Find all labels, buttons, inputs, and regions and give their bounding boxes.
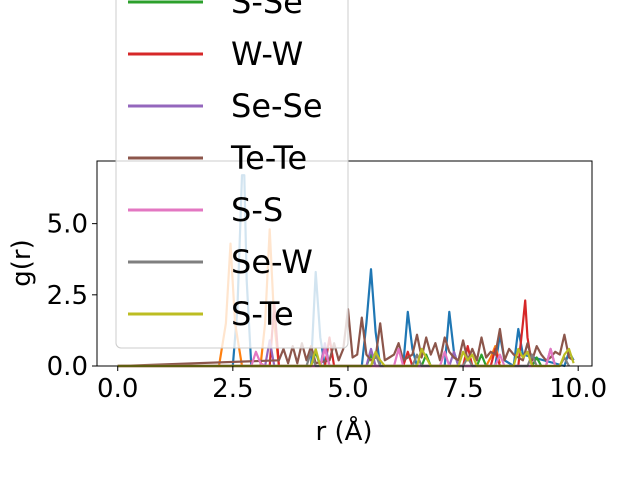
x-tick-label: 10.0	[549, 374, 607, 404]
legend: S-Se W-W Se-Se Te-Te S-S Se-W S-Te	[115, 0, 349, 349]
legend-items: S-Se W-W Se-Se Te-Te S-S Se-W S-Te	[128, 0, 323, 333]
x-tick-label: 7.5	[442, 374, 483, 404]
legend-label: S-Se	[231, 0, 303, 21]
x-tick-label: 2.5	[212, 374, 253, 404]
x-tick-label: 0.0	[97, 374, 138, 404]
y-tick-label: 5.0	[47, 210, 88, 240]
x-axis-label: r (Å)	[315, 415, 372, 447]
legend-label: Se-Se	[231, 87, 323, 125]
legend-label: Te-Te	[230, 139, 307, 177]
legend-label: W-W	[231, 35, 303, 73]
x-tick-label: 5.0	[327, 374, 368, 404]
series-line-te-te	[117, 308, 575, 368]
legend-label: Se-W	[231, 243, 313, 281]
series-line-s-s	[117, 347, 557, 368]
series-line-s-te	[117, 347, 575, 368]
y-tick-label: 0.0	[47, 352, 88, 382]
axis-ticks: 0.0 2.5 5.0 7.5 10.0 0.0 2.5 5.0	[47, 210, 607, 404]
legend-label: S-S	[231, 191, 283, 229]
y-axis-label: g(r)	[7, 239, 37, 286]
legend-label: S-Te	[231, 295, 294, 333]
y-tick-label: 2.5	[47, 281, 88, 311]
